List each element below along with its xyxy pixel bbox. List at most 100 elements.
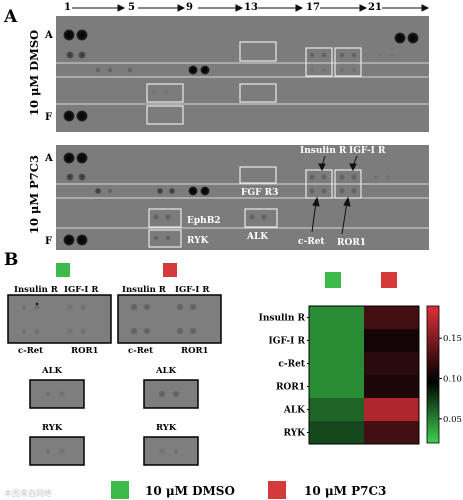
array-spot xyxy=(200,65,210,75)
array-spot xyxy=(351,188,357,194)
reference-spot xyxy=(63,110,75,122)
heatmap-row-label: Insulin R xyxy=(259,314,306,324)
annotation-ror1: ROR1 xyxy=(337,238,366,248)
condition-label-dmso: 10 μM DMSO xyxy=(27,30,41,116)
array-spot xyxy=(321,67,327,73)
crop-ryk-panel xyxy=(143,436,199,466)
crop-label-ror1: ROR1 xyxy=(71,346,99,356)
crop-label-c-ret: c-Ret xyxy=(128,346,153,356)
array-spot xyxy=(143,327,151,335)
highlight-box xyxy=(146,83,184,103)
array-spot xyxy=(66,173,74,181)
crops-p7c3: Insulin R IGF-I R c-Ret ROR1 ALK RYK xyxy=(117,285,222,466)
crop-alk-panel xyxy=(143,379,199,409)
array-spot xyxy=(59,391,65,397)
array-spot xyxy=(189,303,197,311)
heatmap-row-label: ROR1 xyxy=(276,383,305,393)
highlight-box xyxy=(305,169,333,199)
array-spot xyxy=(158,390,166,398)
highlight-box xyxy=(239,166,277,184)
array-spot xyxy=(189,327,197,335)
array-spot xyxy=(351,52,357,58)
array-spot xyxy=(35,302,39,306)
array-spot xyxy=(34,328,40,334)
array-spot xyxy=(130,327,138,335)
array-spot xyxy=(78,173,86,181)
array-spot xyxy=(200,186,210,196)
colorbar-tick-label: 0.10 xyxy=(443,375,462,385)
array-spot xyxy=(188,186,198,196)
reference-spot xyxy=(76,234,88,246)
array-spot xyxy=(45,391,51,397)
crop-receptor-panel xyxy=(7,294,112,344)
array-spot xyxy=(309,67,315,73)
array-spot xyxy=(80,328,86,334)
array-spot xyxy=(21,328,27,334)
highlight-box xyxy=(146,105,184,125)
membrane-dmso: A F 10 μM DMSO xyxy=(27,16,429,132)
array-spot xyxy=(34,304,40,310)
col-number: 1 xyxy=(64,2,71,13)
heatmap-cell xyxy=(364,329,420,353)
heatmap-cell xyxy=(364,375,420,399)
heatmap-cell xyxy=(309,306,365,330)
dmso-color-square xyxy=(56,263,70,277)
reference-spot xyxy=(76,110,88,122)
crop-label-igf1-r: IGF-I R xyxy=(64,285,99,295)
array-spot xyxy=(351,174,357,180)
heatmap-row-label: ALK xyxy=(283,406,306,416)
array-spot xyxy=(21,304,27,310)
array-spot xyxy=(67,304,73,310)
heatmap-cell xyxy=(364,352,420,376)
array-spot xyxy=(95,188,101,194)
annotation-igf1-r: IGF-I R xyxy=(349,146,386,156)
highlight-box xyxy=(244,208,278,228)
col-number: 17 xyxy=(306,2,320,13)
colorbar-tick-label: 0.15 xyxy=(443,334,462,344)
array-spot xyxy=(339,67,345,73)
array-spot xyxy=(95,67,101,73)
highlight-box xyxy=(148,208,182,228)
array-spot xyxy=(151,89,157,95)
array-spot xyxy=(173,448,179,454)
array-spot xyxy=(176,303,184,311)
array-spot xyxy=(169,188,175,194)
array-spot xyxy=(66,51,74,59)
crop-label-alk: ALK xyxy=(41,366,63,376)
highlight-box xyxy=(334,47,362,77)
array-spot xyxy=(373,174,379,180)
array-spot xyxy=(385,174,391,180)
annotation-ephb2: EphB2 xyxy=(187,216,221,226)
heatmap-cell xyxy=(364,306,420,330)
annotation-alk: ALK xyxy=(246,232,269,242)
colorbar xyxy=(426,305,440,444)
array-spot xyxy=(172,390,180,398)
reference-spot xyxy=(76,29,88,41)
array-spot xyxy=(321,174,327,180)
array-spot xyxy=(339,52,345,58)
array-spot xyxy=(309,52,315,58)
highlight-box xyxy=(148,229,182,248)
crop-label-ryk: RYK xyxy=(42,423,63,433)
array-spot xyxy=(309,188,315,194)
crop-alk-panel xyxy=(29,379,85,409)
heatmap: Insulin R IGF-I R c-Ret ROR1 ALK RYK 0.05 0.10… xyxy=(259,272,462,445)
membrane-background xyxy=(56,16,429,132)
crop-label-insulin-r: Insulin R xyxy=(14,285,59,295)
heatmap-frame xyxy=(308,305,420,445)
crop-label-igf1-r: IGF-I R xyxy=(175,285,210,295)
membrane-p7c3: A F 10 μM P7C3 Insulin R IGF-I R FGF R3 … xyxy=(27,145,429,250)
array-spot xyxy=(309,174,315,180)
heatmap-cell xyxy=(364,421,420,445)
array-spot xyxy=(130,303,138,311)
col-number: 5 xyxy=(128,2,135,13)
annotation-fgf-r3: FGF R3 xyxy=(241,188,278,198)
col-number: 21 xyxy=(368,2,382,13)
array-spot xyxy=(165,235,171,241)
col-number: 9 xyxy=(186,2,193,13)
crop-label-insulin-r: Insulin R xyxy=(122,285,167,295)
heatmap-row-label: c-Ret xyxy=(278,360,305,370)
legend-label-p7c3: 10 μM P7C3 xyxy=(304,484,386,498)
heatmap-cell xyxy=(309,329,365,353)
